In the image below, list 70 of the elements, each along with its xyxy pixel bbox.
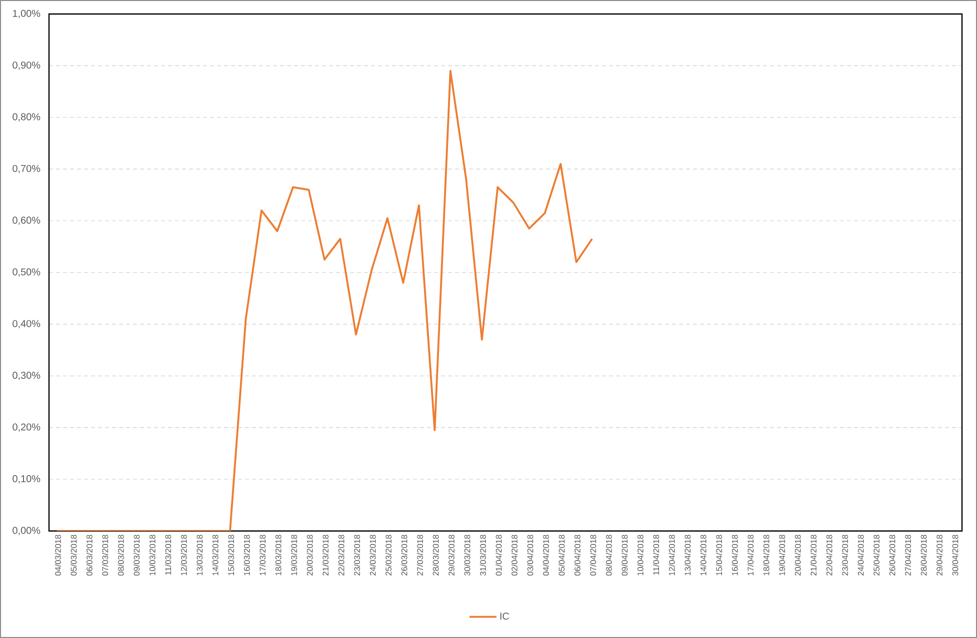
x-tick-label: 01/04/2018 [496,534,502,576]
x-tick-label: 13/04/2018 [684,534,691,576]
x-tick-label: 10/04/2018 [637,534,644,576]
x-tick-label: 25/03/2018 [385,534,392,576]
x-tick-label: 26/04/2018 [889,534,896,576]
x-tick-label: 26/03/2018 [401,534,408,576]
x-tick-label: 30/03/2018 [464,534,470,576]
x-tick-label: 19/04/2018 [778,534,786,576]
y-tick-label: 0,90% [12,62,40,70]
x-tick-label: 05/04/2018 [558,534,565,576]
x-tick-label: 18/04/2018 [763,534,770,576]
x-tick-label: 24/04/2018 [858,534,864,576]
x-tick-label: 28/03/2018 [432,534,439,576]
x-tick-label: 15/03/2018 [228,534,234,576]
y-tick-label: 0,60% [12,216,40,225]
x-tick-label: 22/03/2018 [338,534,344,576]
x-tick-label: 16/03/2018 [244,534,250,576]
x-tick-label: 17/04/2018 [747,534,754,576]
x-tick-label: 05/03/2018 [70,534,77,576]
x-tick-label: 11/04/2018 [653,534,660,575]
x-tick-label: 20/04/2018 [794,534,801,576]
x-tick-label: 20/03/2018 [306,534,313,576]
x-tick-label: 28/04/2018 [920,534,927,576]
y-tick-label: 0,10% [12,475,40,484]
x-tick-label: 17/03/2018 [259,534,266,576]
y-tick-label: 0,50% [12,268,40,277]
x-tick-label: 11/03/2018 [165,534,172,575]
x-tick-label: 04/03/2018 [54,534,61,576]
y-tick-label: 0,80% [12,113,40,122]
legend-label: IC [500,612,510,620]
x-tick-label: 06/03/2018 [86,534,92,576]
x-tick-label: 08/03/2018 [118,534,124,576]
x-tick-label: 29/04/2018 [936,534,942,576]
x-tick-label: 08/04/2018 [606,534,612,576]
y-tick-label: 0,00% [12,526,40,536]
x-tick-label: 31/03/2018 [480,534,486,576]
x-tick-label: 27/04/2018 [904,534,911,576]
x-tick-label: 02/04/2018 [511,534,518,576]
x-tick-label: 12/04/2018 [668,534,675,576]
x-tick-label: 07/04/2018 [590,534,596,576]
x-tick-label: 13/03/2018 [196,534,203,576]
x-tick-label: 27/03/2018 [416,534,423,576]
y-tick-label: 0,30% [12,372,40,380]
x-tick-label: 23/04/2018 [842,534,848,576]
x-tick-label: 12/03/2018 [180,534,187,576]
x-tick-label: 14/03/2018 [212,534,218,576]
y-tick-label: 0,40% [12,320,40,328]
x-tick-label: 09/03/2018 [134,534,140,576]
x-tick-label: 21/03/2018 [322,534,329,576]
x-tick-label: 29/03/2018 [448,534,454,576]
y-tick-label: 0,20% [12,423,40,432]
x-tick-label: 06/04/2018 [574,534,580,576]
x-tick-label: 19/03/2018 [290,534,298,576]
x-tick-label: 07/03/2018 [102,534,108,576]
x-tick-label: 25/04/2018 [873,534,880,576]
x-tick-label: 22/04/2018 [826,534,832,576]
x-tick-label: 18/03/2018 [275,534,282,576]
x-tick-label: 09/04/2018 [622,534,628,576]
x-tick-label: 23/03/2018 [354,534,360,576]
y-tick-label: 0,70% [12,164,40,174]
y-tick-label: 1,00% [13,10,40,18]
x-tick-label: 30/04/2018 [952,534,958,576]
x-tick-label: 10/03/2018 [149,534,156,576]
x-tick-label: 03/04/2018 [527,534,534,576]
x-tick-label: 15/04/2018 [716,534,722,576]
x-tick-label: 21/04/2018 [810,534,816,576]
x-tick-label: 24/03/2018 [370,534,376,576]
x-tick-label: 04/04/2018 [542,534,549,576]
x-tick-label: 14/04/2018 [700,534,706,576]
x-tick-label: 16/04/2018 [732,534,738,576]
